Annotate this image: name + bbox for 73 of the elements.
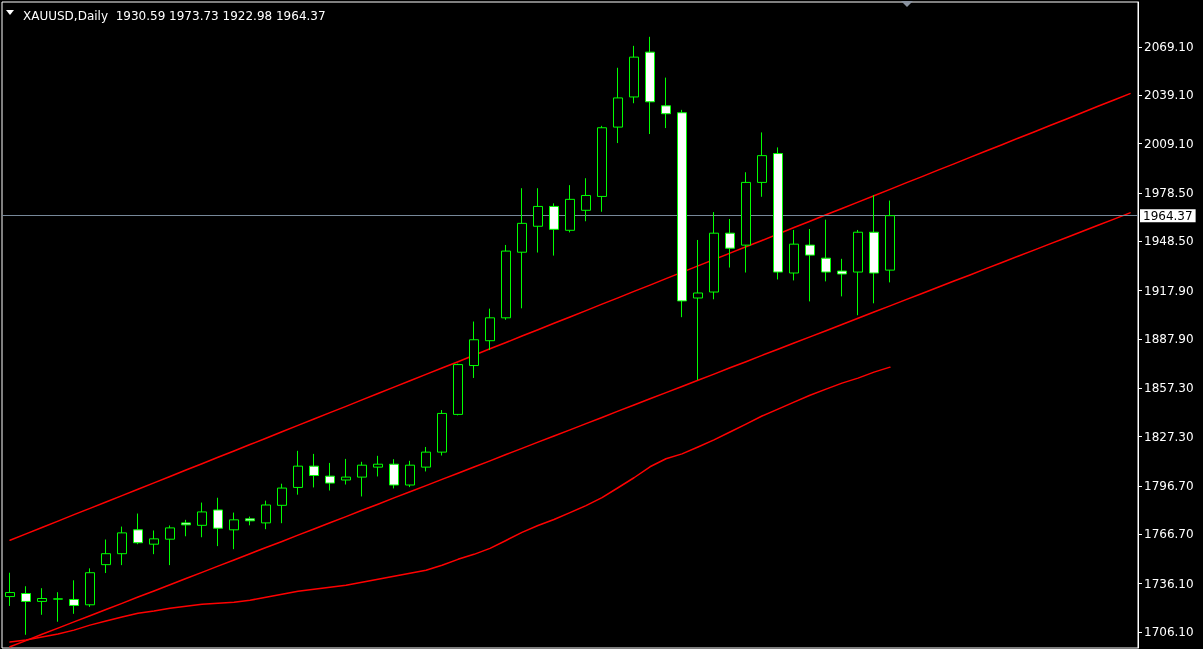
y-tick-label: 1706.10 — [1144, 625, 1194, 640]
candlestick — [53, 591, 63, 623]
y-tick-label: 2069.10 — [1144, 39, 1194, 54]
candlestick — [149, 529, 159, 555]
candlestick — [309, 453, 319, 488]
candlestick — [757, 131, 767, 198]
candlestick — [197, 502, 207, 538]
candlestick — [613, 67, 623, 144]
y-tick-label: 1917.90 — [1144, 283, 1194, 298]
candlestick — [229, 512, 239, 550]
candlestick — [789, 229, 799, 281]
ref-line-label: 1964.37 — [1143, 208, 1193, 223]
candlestick — [629, 45, 639, 104]
candlestick — [389, 458, 399, 489]
candlestick — [741, 171, 751, 274]
line-series — [9, 212, 1131, 648]
candlestick — [85, 567, 95, 608]
candlestick — [133, 513, 143, 545]
y-tick-label: 1887.90 — [1144, 331, 1194, 346]
candlestick — [485, 308, 495, 351]
candlestick — [581, 177, 591, 222]
candlestick — [725, 218, 735, 269]
candlestick — [181, 519, 191, 537]
candlestick — [549, 202, 559, 257]
y-tick-label: 2039.10 — [1144, 88, 1194, 103]
text: XAUUSD,Daily 1930.59 1973.73 1922.98 1964.37 — [23, 9, 326, 23]
candlestick — [709, 211, 719, 300]
candlestick — [597, 125, 607, 213]
candlestick — [645, 36, 655, 135]
candlestick — [37, 587, 47, 616]
candlestick — [421, 446, 431, 472]
candlestick — [773, 146, 783, 280]
candlestick — [677, 109, 687, 318]
line-series — [9, 92, 1131, 542]
candlestick — [885, 200, 895, 283]
candlestick — [869, 194, 879, 304]
y-tick-label: 1736.10 — [1144, 576, 1194, 591]
candlestick — [853, 229, 863, 316]
candlestick — [357, 461, 367, 497]
candlestick — [805, 228, 815, 302]
candlestick — [533, 187, 543, 254]
candlestick — [501, 244, 511, 321]
candlestick — [565, 184, 575, 233]
candlestick — [437, 409, 447, 457]
candlestick — [517, 187, 527, 309]
y-tick-label: 2009.10 — [1144, 136, 1194, 151]
y-tick-label: 1948.50 — [1144, 234, 1194, 249]
candlestick — [21, 585, 31, 636]
candlestick — [165, 524, 175, 566]
candlestick — [325, 462, 335, 491]
y-tick-label: 1857.30 — [1144, 381, 1194, 396]
candlestick — [213, 497, 223, 547]
candlestick — [101, 539, 111, 574]
candlestick — [277, 483, 287, 524]
candlestick — [453, 363, 463, 416]
candlestick — [661, 77, 671, 129]
y-tick-label: 1827.30 — [1144, 429, 1194, 444]
y-tick-label: 1978.50 — [1144, 185, 1194, 200]
candlestick — [261, 500, 271, 530]
candlestick — [245, 516, 255, 526]
candlestick — [341, 458, 351, 486]
candlestick — [373, 455, 383, 477]
y-tick-label: 1796.70 — [1144, 478, 1194, 493]
candlestick — [837, 258, 847, 297]
candlestick — [821, 219, 831, 282]
candlestick — [469, 321, 479, 379]
candlestick — [405, 460, 415, 488]
candlestick — [69, 579, 79, 615]
y-tick-label: 1766.70 — [1144, 527, 1194, 542]
candlestick — [293, 450, 303, 496]
candlestick — [5, 572, 15, 607]
candlestick — [117, 526, 127, 566]
candlestick — [693, 239, 703, 381]
